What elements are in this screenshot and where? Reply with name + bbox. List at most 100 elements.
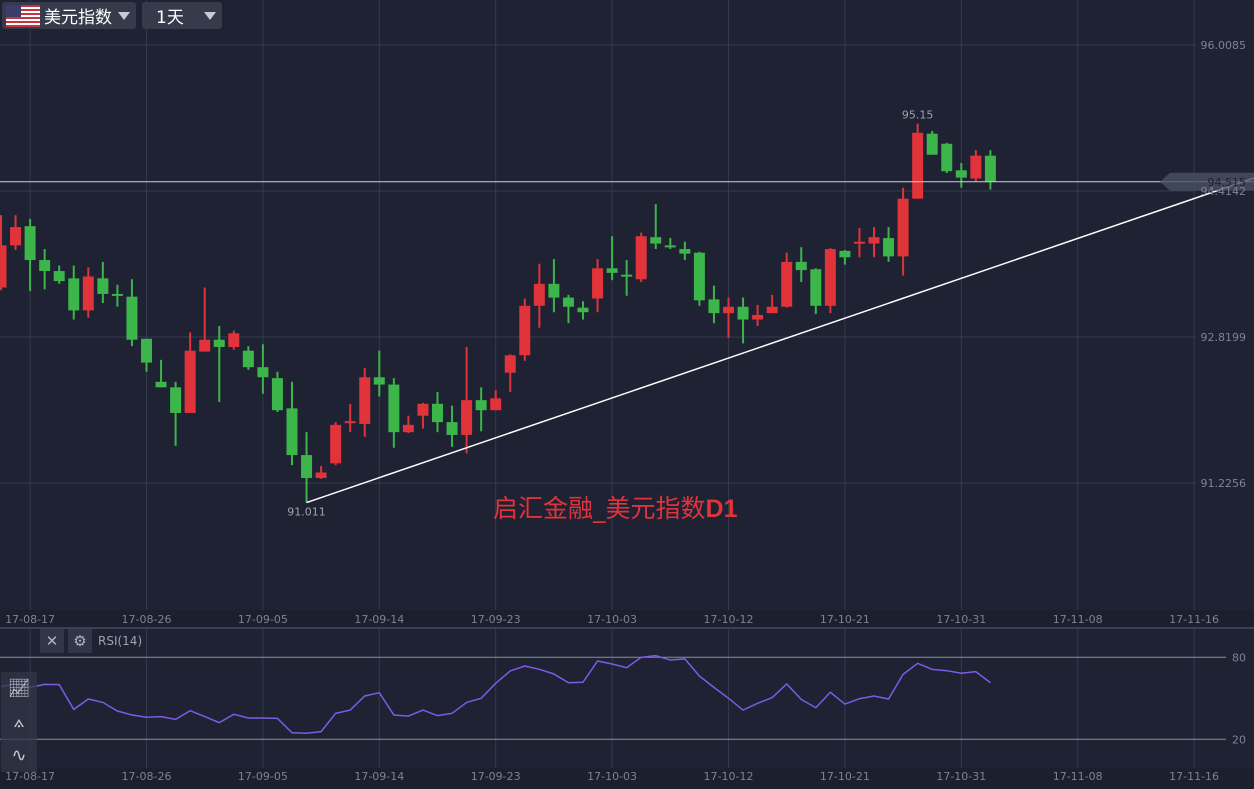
chevron-down-icon bbox=[204, 11, 216, 20]
indicator-label: RSI(14) bbox=[98, 634, 143, 648]
candle-body bbox=[199, 339, 211, 352]
left-toolbar: 📈︎ ⟑ ∿ bbox=[1, 672, 37, 772]
candle-body bbox=[155, 381, 167, 388]
x-tick-label-bottom: 17-09-05 bbox=[238, 770, 288, 783]
candle bbox=[68, 265, 80, 320]
last-price-label: 94.515 bbox=[1208, 176, 1247, 189]
candle bbox=[635, 232, 647, 283]
candle-body bbox=[984, 155, 996, 182]
rsi-line bbox=[0, 654, 991, 735]
candle bbox=[126, 279, 138, 347]
candle-body bbox=[897, 198, 909, 257]
candle bbox=[941, 142, 953, 174]
candle bbox=[330, 422, 342, 466]
candle bbox=[853, 227, 865, 258]
candle-body bbox=[111, 293, 123, 296]
candle bbox=[141, 338, 152, 372]
candle-body bbox=[475, 400, 487, 411]
candle bbox=[897, 187, 909, 276]
candle bbox=[810, 268, 822, 315]
candle bbox=[10, 215, 22, 250]
candle-body bbox=[126, 296, 138, 340]
symbol-select[interactable]: 美元指数 bbox=[2, 2, 136, 29]
x-tick-label-bottom: 17-10-31 bbox=[936, 770, 986, 783]
candle-body bbox=[926, 133, 938, 155]
candle bbox=[373, 350, 385, 397]
candle bbox=[257, 344, 269, 394]
candle-body bbox=[213, 339, 225, 348]
candle-body bbox=[853, 241, 865, 244]
candle bbox=[883, 227, 895, 262]
candle bbox=[912, 123, 924, 199]
candle bbox=[301, 432, 313, 503]
candle-body bbox=[708, 299, 720, 314]
x-tick-label-bottom: 17-10-21 bbox=[820, 770, 870, 783]
candle-body bbox=[868, 237, 880, 244]
candle bbox=[504, 354, 516, 392]
candle bbox=[97, 261, 109, 304]
candle bbox=[548, 259, 560, 313]
candle bbox=[592, 259, 604, 313]
candle-body bbox=[679, 249, 691, 254]
watermark-text: 启汇金融_美元指数 bbox=[493, 494, 706, 523]
candle-body bbox=[402, 424, 414, 433]
high-label: 95.15 bbox=[902, 109, 934, 122]
waveform-icon[interactable]: ∿ bbox=[11, 744, 27, 766]
timeframe-select[interactable]: 1天 bbox=[142, 2, 222, 29]
candle bbox=[708, 285, 720, 324]
candle-body bbox=[548, 283, 560, 298]
candle bbox=[824, 248, 836, 314]
candle bbox=[417, 402, 429, 429]
candle bbox=[621, 260, 633, 296]
candle-body bbox=[446, 422, 458, 435]
candle bbox=[795, 247, 807, 283]
candle bbox=[111, 284, 123, 307]
overlay: 94.515 95.15 91.011 bbox=[0, 109, 1254, 519]
candle bbox=[53, 265, 65, 284]
candle bbox=[839, 249, 851, 265]
gear-icon[interactable]: ⚙ bbox=[68, 629, 92, 653]
candle bbox=[388, 378, 400, 448]
chart-indicators-icon[interactable]: 📈︎ bbox=[7, 678, 31, 700]
candle bbox=[490, 390, 502, 411]
close-icon[interactable]: ✕ bbox=[40, 629, 64, 653]
watermark: 启汇金融_美元指数D1 bbox=[493, 489, 737, 525]
candle bbox=[752, 304, 764, 326]
compass-drawing-icon[interactable]: ⟑ bbox=[13, 711, 25, 733]
candle-body bbox=[693, 252, 705, 301]
x-tick-label-bottom: 17-11-08 bbox=[1053, 770, 1103, 783]
candle-body bbox=[752, 314, 764, 320]
candle-body bbox=[519, 305, 531, 356]
indicator-header: ✕ ⚙ RSI(14) bbox=[40, 629, 142, 653]
rsi-panel: 80 20 bbox=[0, 651, 1246, 746]
candle-body bbox=[912, 132, 924, 199]
candle-body bbox=[533, 283, 545, 306]
x-tick-label: 17-09-14 bbox=[354, 613, 404, 626]
candle-body bbox=[824, 249, 836, 306]
x-tick-label: 17-10-12 bbox=[704, 613, 754, 626]
candle bbox=[606, 236, 618, 281]
candle-body bbox=[242, 350, 254, 368]
candle bbox=[359, 368, 371, 437]
rsi-level-label: 80 bbox=[1232, 651, 1246, 664]
timeframe-label: 1天 bbox=[156, 8, 184, 28]
candle-body bbox=[359, 377, 371, 424]
candle-body bbox=[432, 403, 443, 423]
candle bbox=[228, 330, 240, 350]
candle bbox=[955, 162, 967, 188]
candle-body bbox=[737, 306, 749, 320]
candle-body bbox=[955, 170, 967, 178]
x-tick-label-bottom: 17-09-23 bbox=[471, 770, 521, 783]
y-tick-label: 91.2256 bbox=[1201, 477, 1247, 490]
candle-body bbox=[82, 276, 94, 311]
candle-body bbox=[315, 472, 327, 478]
x-tick-label: 17-08-26 bbox=[122, 613, 172, 626]
candle-body bbox=[970, 155, 982, 179]
low-label: 91.011 bbox=[287, 506, 326, 519]
chevron-down-icon bbox=[118, 11, 130, 20]
x-tick-label-bottom: 17-10-12 bbox=[704, 770, 754, 783]
candle-body bbox=[606, 268, 618, 273]
candle-body bbox=[562, 297, 574, 307]
